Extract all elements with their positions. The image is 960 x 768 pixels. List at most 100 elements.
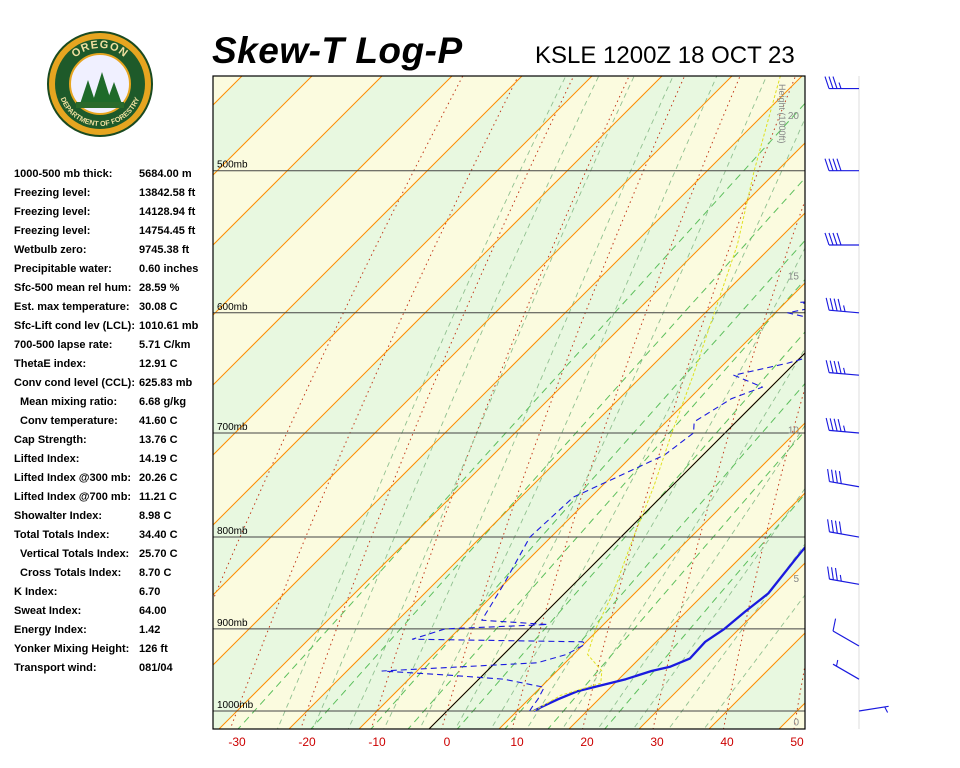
moist-adiabat-line (703, 594, 805, 729)
index-label: Lifted Index @300 mb: (14, 472, 132, 484)
index-row: 1000-500 mb thick: 5684.00 m (14, 168, 214, 187)
index-label: Vertical Totals Index: (20, 548, 130, 560)
isotherm-line (358, 282, 805, 729)
logo-emblem: OREGON DEPARTMENT OF FORESTRY (47, 31, 153, 137)
index-label: K Index: (14, 586, 58, 598)
index-value: 8.70 C (139, 567, 172, 579)
index-label: Conv temperature: (20, 415, 118, 427)
wind-barb-feather (839, 574, 842, 582)
index-label: Transport wind: (14, 662, 97, 674)
pressure-label: 800mb (217, 526, 248, 537)
wind-barb-feather (836, 232, 842, 246)
x-tick-label: -30 (228, 735, 246, 749)
wind-barb (825, 360, 860, 376)
isotherm-line (288, 212, 805, 729)
mixing-ratio-line (310, 177, 805, 729)
wind-barb (824, 76, 859, 90)
index-value: 28.59 % (139, 282, 180, 294)
index-row: Lifted Index: 14.19 C (14, 453, 214, 472)
index-label: Cap Strength: (14, 434, 87, 446)
mixing-ratio-line (504, 382, 805, 729)
plot-area (213, 0, 960, 749)
dry-adiabat-line (933, 0, 960, 749)
mixing-ratio-line (456, 331, 805, 729)
x-tick-label: 10 (510, 735, 524, 749)
index-row: Freezing level: 14128.94 ft (14, 206, 214, 225)
isotherm-line (213, 76, 663, 526)
moist-adiabat-line (419, 76, 718, 729)
wind-barb (858, 705, 889, 713)
wind-barb (827, 468, 860, 488)
x-tick-label: 30 (650, 735, 664, 749)
index-value: 13842.58 ft (139, 187, 196, 199)
index-label: Freezing level: (14, 225, 91, 237)
wind-barb-feather (833, 360, 838, 374)
wind-barb (832, 659, 860, 680)
wind-barb-feather (830, 567, 834, 580)
index-label: Sfc-500 mean rel hum: (14, 282, 132, 294)
wind-barb-feather (825, 360, 830, 373)
mixing-ratio-line (370, 239, 805, 729)
index-label: Sfc-Lift cond lev (LCL): (14, 320, 135, 332)
index-value: 0.60 inches (139, 263, 199, 275)
wind-barb-feather (837, 361, 842, 374)
index-label: Lifted Index: (14, 453, 80, 465)
index-row: Freezing level: 13842.58 ft (14, 187, 214, 206)
wind-barb-feather (828, 158, 834, 171)
index-label: Wetbulb zero: (14, 244, 87, 256)
height-tick-label: 10 (788, 425, 800, 436)
parcel-trace (533, 76, 781, 712)
index-value: 25.70 C (139, 548, 178, 560)
wind-barb-feather (825, 297, 830, 311)
wind-barb-feather (833, 298, 838, 312)
wind-barb-shaft (832, 663, 860, 680)
mixing-ratio-line (237, 102, 805, 729)
index-row: Lifted Index @300 mb: 20.26 C (14, 472, 214, 491)
index-value: 12.91 C (139, 358, 178, 370)
wind-barb-feather (843, 305, 846, 312)
wind-barb-feather (837, 418, 842, 432)
wind-barb-feather (830, 469, 834, 483)
wind-barb-shaft (829, 309, 860, 314)
index-row: 700-500 lapse rate: 5.71 C/km (14, 339, 214, 358)
pressure-label: 700mb (217, 422, 248, 433)
wind-barb-shaft (829, 578, 860, 585)
index-value: 1010.61 mb (139, 320, 199, 332)
index-label: Energy Index: (14, 624, 87, 636)
mixing-ratio-line (407, 278, 805, 729)
isotherm-line (568, 492, 805, 729)
wind-barb-feather (838, 471, 842, 484)
wind-barb-feather (824, 158, 830, 171)
index-row: Conv temperature: 41.60 C (14, 415, 214, 434)
index-row: Est. max temperature: 30.08 C (14, 301, 214, 320)
index-value: 14128.94 ft (139, 206, 196, 218)
index-value: 6.70 (139, 586, 161, 598)
pressure-label: 600mb (217, 302, 248, 313)
index-row: Yonker Mixing Height: 126 ft (14, 643, 214, 662)
wind-barb (824, 232, 859, 246)
index-value: 5.71 C/km (139, 339, 191, 351)
index-row: Lifted Index @700 mb: 11.21 C (14, 491, 214, 510)
wind-barb-shaft (829, 429, 860, 434)
wind-barb-feather (827, 519, 830, 532)
wind-barb-feather (834, 470, 838, 484)
index-row: Total Totals Index: 34.40 C (14, 529, 214, 548)
index-value: 14754.45 ft (139, 225, 196, 237)
height-axis-title: Height (1000ft) (777, 84, 787, 144)
index-label: Total Totals Index: (14, 529, 110, 541)
wind-barb-feather (837, 298, 842, 312)
wind-barb (827, 566, 860, 585)
index-value: 6.68 g/kg (139, 396, 187, 408)
x-tick-label: 40 (720, 735, 734, 749)
index-value: 34.40 C (139, 529, 178, 541)
index-label: Lifted Index @700 mb: (14, 491, 132, 503)
index-label: 1000-500 mb thick: (14, 168, 113, 180)
wind-barb-feather (838, 521, 842, 535)
moist-adiabat-line (312, 76, 600, 729)
wind-barb-feather (824, 76, 830, 89)
index-value: 64.00 (139, 605, 167, 617)
index-label: Yonker Mixing Height: (14, 643, 130, 655)
index-value: 8.98 C (139, 510, 172, 522)
moist-adiabat-line (347, 76, 635, 729)
index-value: 20.26 C (139, 472, 178, 484)
